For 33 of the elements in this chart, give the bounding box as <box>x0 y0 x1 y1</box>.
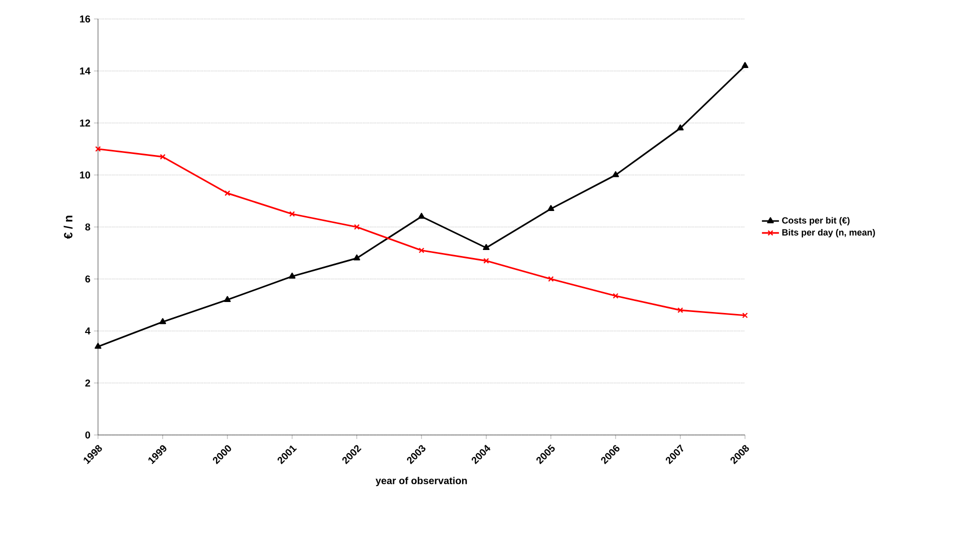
point <box>289 211 295 217</box>
y-axis-title: € / n <box>64 216 73 239</box>
legend-label: Bits per day (n, mean) <box>782 228 875 238</box>
point <box>160 154 166 160</box>
y-tick-label: 2 <box>85 380 90 386</box>
x-axis-title: year of observation <box>376 476 467 486</box>
y-tick-label: 10 <box>80 171 90 179</box>
point <box>482 244 490 250</box>
point <box>288 272 296 279</box>
point <box>677 307 684 314</box>
point <box>548 276 554 282</box>
point <box>483 258 490 264</box>
point <box>548 204 554 211</box>
point <box>742 62 748 68</box>
point <box>353 254 360 260</box>
point <box>354 224 360 230</box>
point <box>612 171 619 178</box>
y-tick-label: 4 <box>85 328 90 334</box>
y-tick-label: 14 <box>80 68 90 74</box>
point <box>159 318 166 324</box>
point <box>224 190 230 196</box>
y-tick-label: 0 <box>85 431 90 439</box>
point <box>612 293 618 299</box>
point <box>224 296 231 302</box>
point <box>676 124 684 130</box>
point <box>418 248 424 254</box>
y-tick-label: 8 <box>85 223 90 231</box>
y-tick-label: 6 <box>85 275 90 283</box>
point <box>94 342 102 349</box>
point <box>418 212 425 219</box>
legend-label: Costs per bit (€) <box>782 216 850 226</box>
y-tick-label: 12 <box>80 120 90 126</box>
y-tick-label: 16 <box>80 15 90 23</box>
